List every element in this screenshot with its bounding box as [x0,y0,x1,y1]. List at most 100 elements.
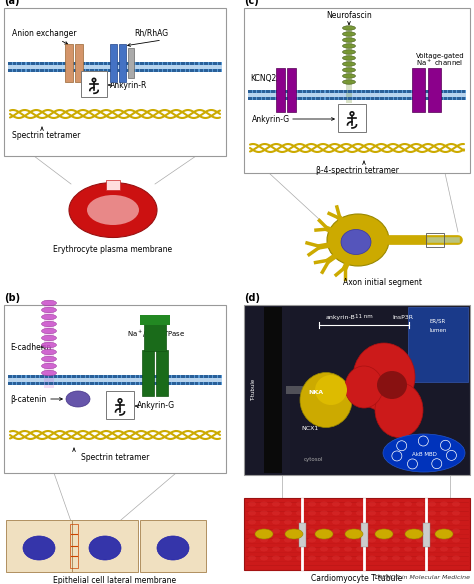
Bar [375,97,379,100]
Ellipse shape [260,555,268,561]
Bar [100,382,103,385]
Bar [389,91,392,93]
Bar [444,91,447,93]
Bar [168,382,171,385]
Bar [266,91,270,93]
Bar [177,69,180,72]
Bar [428,68,441,112]
Ellipse shape [332,510,340,516]
Ellipse shape [345,366,383,408]
Ellipse shape [435,529,453,539]
Bar [90,62,94,65]
Bar [286,386,408,394]
Ellipse shape [284,537,292,543]
Ellipse shape [320,555,328,561]
Text: Neurofascin: Neurofascin [326,11,372,20]
Ellipse shape [341,230,371,255]
Bar [40,62,44,65]
Bar [416,91,420,93]
Bar [109,376,112,378]
Bar [109,69,112,72]
Ellipse shape [452,510,460,516]
Bar [275,91,279,93]
Bar [435,97,438,100]
Text: Ankyrin-R: Ankyrin-R [110,81,147,89]
Bar [9,382,12,385]
Bar [366,91,370,93]
Bar [204,382,208,385]
Bar [186,382,190,385]
Bar [244,498,470,570]
Ellipse shape [416,510,424,516]
Bar [271,91,274,93]
Ellipse shape [392,510,400,516]
Bar [186,69,190,72]
Bar [453,91,456,93]
Bar [36,69,39,72]
Ellipse shape [380,502,388,506]
Ellipse shape [356,547,364,551]
Bar [95,69,98,72]
Bar [70,524,78,568]
Text: Cardiomyocyte T-tubule: Cardiomyocyte T-tubule [311,574,403,583]
Bar [412,91,415,93]
Ellipse shape [380,547,388,551]
Bar [131,62,135,65]
Bar [49,69,53,72]
Bar [45,376,48,378]
Bar [303,91,306,93]
Text: Na$^+$ channel: Na$^+$ channel [417,58,464,68]
Ellipse shape [42,370,56,376]
Ellipse shape [285,529,303,539]
Ellipse shape [368,502,376,506]
Bar [344,91,347,93]
Ellipse shape [332,520,340,524]
Ellipse shape [428,502,436,506]
Ellipse shape [392,529,400,534]
Ellipse shape [416,520,424,524]
Bar [27,376,30,378]
Bar [186,376,190,378]
Ellipse shape [42,314,56,320]
Ellipse shape [383,434,465,472]
Bar [140,315,170,325]
Bar [393,97,397,100]
Ellipse shape [308,510,316,516]
Ellipse shape [42,342,56,347]
Ellipse shape [296,529,304,534]
Bar [200,376,203,378]
Bar [90,69,94,72]
Bar [276,68,285,112]
Ellipse shape [320,510,328,516]
Bar [253,91,256,93]
Ellipse shape [332,502,340,506]
Ellipse shape [284,555,292,561]
Bar [303,97,306,100]
Text: E-cadherin: E-cadherin [10,342,51,352]
Bar [200,382,203,385]
Bar [9,69,12,72]
Ellipse shape [315,375,347,405]
Bar [145,376,148,378]
Ellipse shape [272,547,280,551]
Ellipse shape [375,529,393,539]
Ellipse shape [42,349,56,354]
Bar [430,97,433,100]
Ellipse shape [248,520,256,524]
Bar [398,91,401,93]
Bar [77,376,80,378]
Bar [357,97,361,100]
Bar [104,69,108,72]
Bar [67,69,71,72]
Ellipse shape [248,537,256,543]
Bar [9,376,12,378]
Ellipse shape [343,62,356,66]
Ellipse shape [42,363,56,369]
Ellipse shape [284,529,292,534]
Bar [335,91,338,93]
Ellipse shape [315,529,333,539]
Ellipse shape [308,537,316,543]
Bar [72,62,75,65]
Bar [186,62,190,65]
Bar [339,97,343,100]
